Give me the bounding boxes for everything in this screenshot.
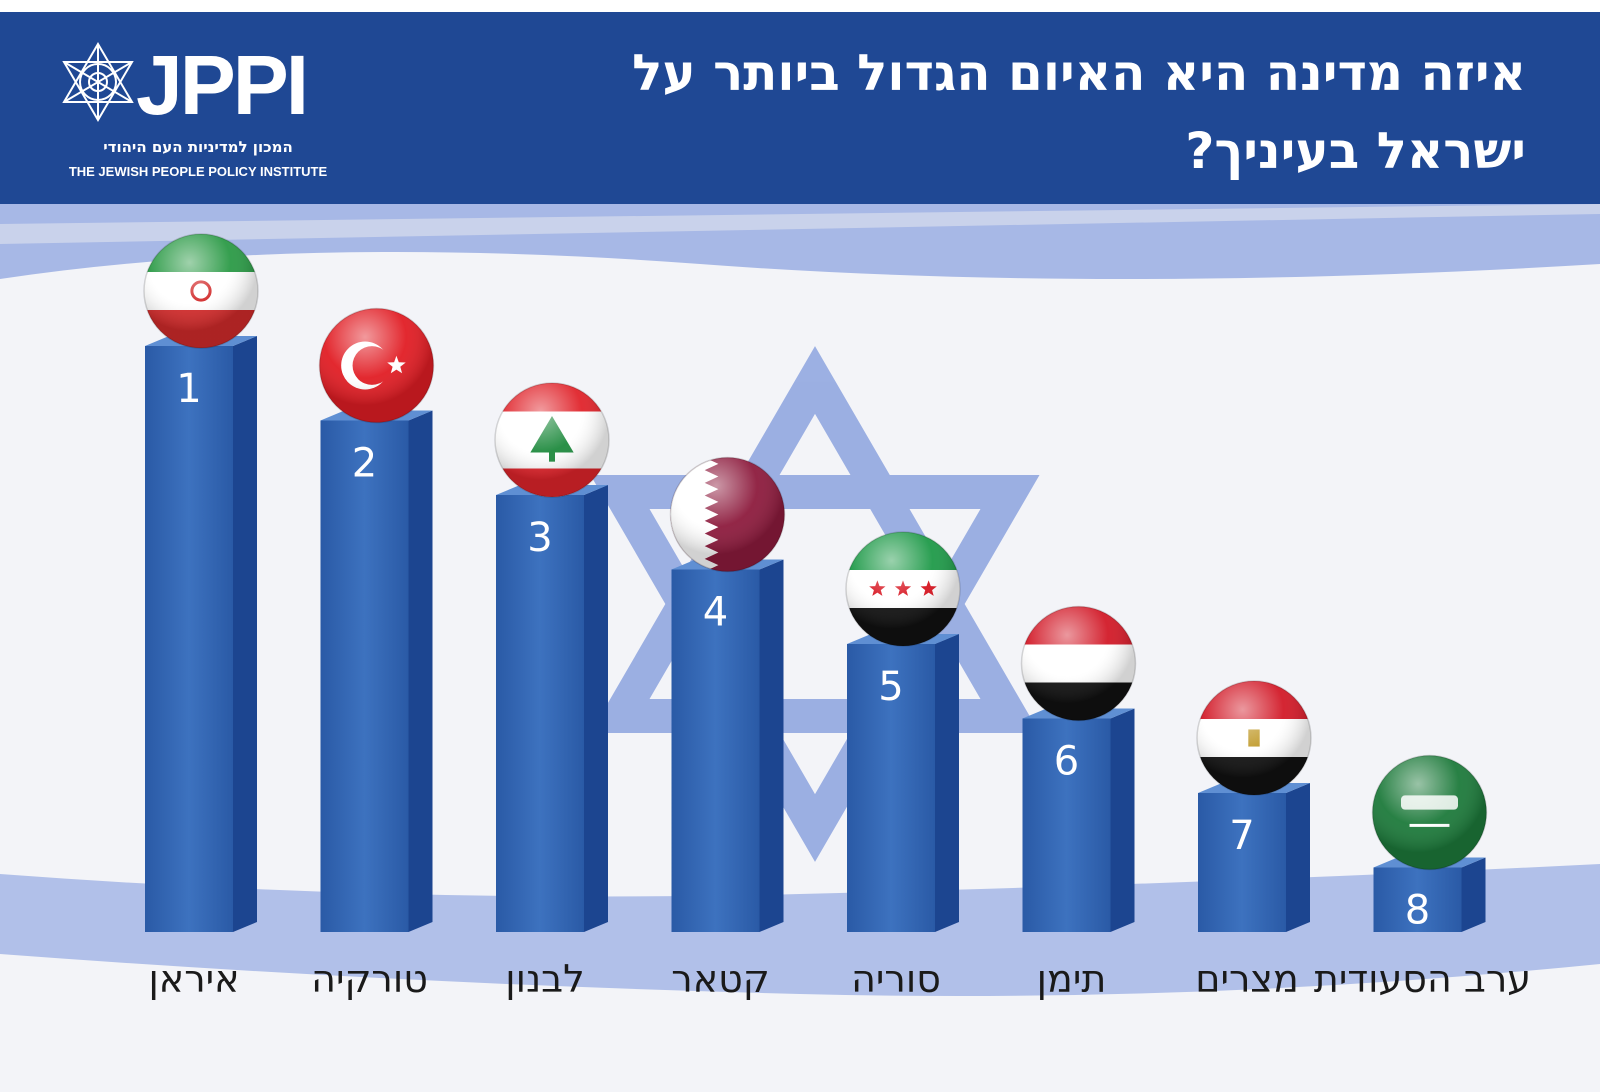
bar [847, 644, 935, 932]
iran-flag-icon [143, 233, 259, 349]
header-banner: JPPI המכון למדיניות העם היהודי THE JEWIS… [0, 12, 1600, 204]
yemen-flag-icon [1020, 605, 1137, 722]
egypt-flag-icon [1196, 680, 1312, 796]
syria-flag-icon [845, 531, 961, 647]
bar-side [1286, 783, 1310, 932]
bar-side [233, 336, 257, 932]
page-title: איזה מדינה היא האיום הגדול ביותר על ישרא… [526, 34, 1526, 190]
category-label: סוריה [851, 957, 941, 1001]
jppi-logo: JPPI המכון למדיניות העם היהודי THE JEWIS… [58, 30, 348, 190]
bar [145, 346, 233, 932]
chart-canvas: 1 איראן 2 טורקיה 3 לבנון 4 קטאר 5 סוריה 6 תימן 7 מצרי… [0, 204, 1600, 1092]
bar [1022, 718, 1111, 932]
bar-group: 3 לבנון [494, 382, 610, 1001]
title-line-1: איזה מדינה היא האיום הגדול ביותר על [632, 44, 1526, 102]
bar-group: 8 ערב הסעודית [1314, 754, 1531, 1001]
category-label: איראן [148, 957, 239, 1001]
rank-label: 5 [878, 664, 903, 710]
bar [671, 569, 760, 932]
bar-group: 6 תימן [1020, 605, 1137, 1001]
bar-group: 1 איראן [143, 233, 259, 1001]
star-of-david-logo-icon [62, 42, 134, 122]
bar-side [1461, 857, 1486, 932]
rank-label: 8 [1405, 888, 1430, 934]
bar-side [408, 410, 433, 932]
saudi-arabia-flag-icon [1371, 754, 1488, 871]
category-label: לבנון [505, 957, 585, 1001]
category-label: מצרים [1195, 957, 1299, 1001]
logo-hebrew-name: המכון למדיניות העם היהודי [103, 138, 293, 156]
rank-label: 2 [352, 441, 377, 487]
bar-group: 5 סוריה [845, 531, 961, 1001]
bar-side [584, 485, 608, 932]
logo-english-name: THE JEWISH PEOPLE POLICY INSTITUTE [68, 164, 328, 179]
bar [320, 420, 409, 932]
bar-group: 2 טורקיה [311, 307, 435, 1001]
turkey-flag-icon [318, 307, 435, 424]
rank-label: 4 [703, 590, 728, 636]
rank-label: 1 [176, 366, 201, 412]
ranking-chart: 1 איראן 2 טורקיה 3 לבנון 4 קטאר 5 סוריה 6 תימן 7 מצרי… [0, 204, 1600, 1092]
bar-group: 7 מצרים [1195, 680, 1312, 1001]
qatar-flag-icon [669, 456, 786, 573]
bar-side [759, 559, 784, 932]
title-line-2: ישראל בעיניך? [1185, 122, 1526, 180]
logo-wordmark: JPPI [136, 38, 309, 132]
category-label: ערב הסעודית [1314, 957, 1531, 1001]
bar [1198, 793, 1286, 932]
bar-side [1110, 708, 1135, 932]
bar [1373, 867, 1462, 932]
rank-label: 3 [527, 515, 552, 561]
bar-side [935, 634, 959, 932]
rank-label: 7 [1229, 813, 1254, 859]
lebanon-flag-icon [494, 382, 610, 498]
bar [496, 495, 584, 932]
category-label: תימן [1037, 957, 1107, 1001]
category-label: טורקיה [311, 957, 428, 1001]
category-label: קטאר [671, 957, 769, 1001]
rank-label: 6 [1054, 739, 1079, 785]
bar-group: 4 קטאר [669, 456, 786, 1001]
